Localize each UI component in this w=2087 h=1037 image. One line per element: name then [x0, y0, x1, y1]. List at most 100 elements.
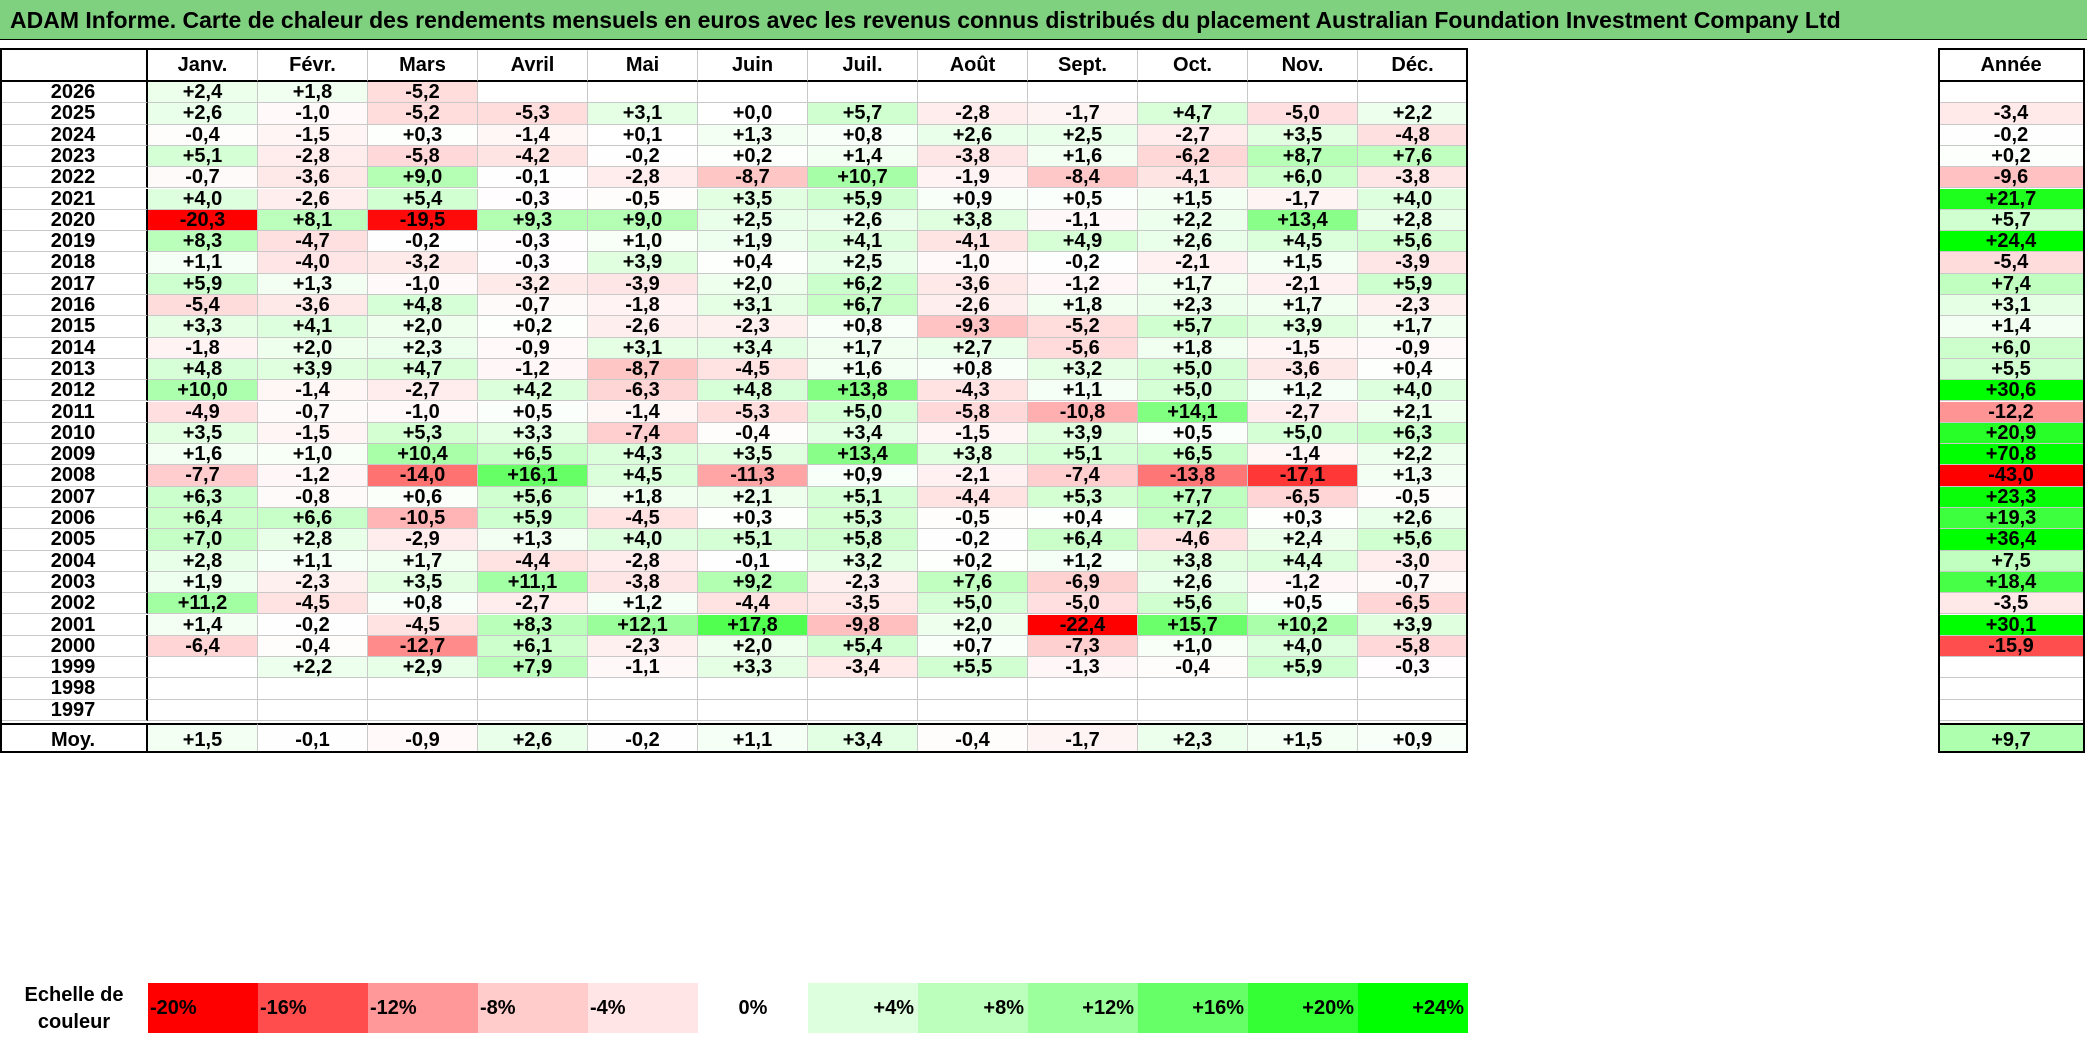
heatmap-cell: -1,3 [1028, 656, 1138, 679]
heatmap-cell: +2,6 [918, 124, 1028, 146]
annual-cell: +30,6 [1938, 379, 2085, 402]
heatmap-cell: +2,0 [698, 273, 808, 295]
annual-cell: +7,4 [1938, 273, 2085, 295]
heatmap-cell: -2,8 [258, 145, 368, 168]
heatmap-cell: -0,1 [698, 550, 808, 572]
heatmap-cell: +4,2 [478, 379, 588, 402]
heatmap-cell [918, 699, 1028, 721]
heatmap-cell: +1,9 [698, 230, 808, 253]
heatmap-cell: +4,0 [1248, 635, 1358, 658]
heatmap-cell: -4,9 [148, 401, 258, 423]
heatmap-cell: -0,2 [918, 528, 1028, 551]
heatmap-cell: +13,4 [808, 443, 918, 466]
heatmap-cell: -6,4 [148, 635, 258, 658]
heatmap-cell [918, 678, 1028, 700]
heatmap-cell: -3,4 [808, 656, 918, 679]
heatmap-cell: -5,3 [698, 401, 808, 423]
heatmap-cell: +4,4 [1248, 550, 1358, 572]
heatmap-cell: -4,7 [258, 230, 368, 253]
heatmap-cell: +11,1 [478, 571, 588, 594]
heatmap-cell: +6,3 [148, 486, 258, 508]
heatmap-cell: +0,8 [918, 358, 1028, 381]
year-label: 2015 [0, 315, 148, 338]
heatmap-cell: -5,8 [368, 145, 478, 168]
heatmap-cell: +0,9 [808, 465, 918, 487]
heatmap-cell [1248, 678, 1358, 700]
annual-cell [1938, 699, 2085, 721]
heatmap-cell: -1,4 [1248, 443, 1358, 466]
heatmap-cell: +4,9 [1028, 230, 1138, 253]
heatmap-cell: +7,7 [1138, 486, 1248, 508]
average-cell: -0,2 [588, 723, 698, 753]
heatmap-cell: -2,7 [1248, 401, 1358, 423]
year-label: 2021 [0, 188, 148, 210]
heatmap-cell: -7,7 [148, 465, 258, 487]
heatmap-cell: +3,5 [698, 188, 808, 210]
heatmap-cell: +5,4 [808, 635, 918, 658]
heatmap-cell: +5,7 [1138, 315, 1248, 338]
heatmap-cell: +6,4 [148, 507, 258, 530]
heatmap-cell: -5,8 [918, 401, 1028, 423]
heatmap-cell: -1,4 [588, 401, 698, 423]
annual-cell: +7,5 [1938, 550, 2085, 572]
annual-cell: -3,4 [1938, 102, 2085, 125]
annual-cell [1938, 678, 2085, 700]
heatmap-cell [698, 678, 808, 700]
heatmap-cell: +1,0 [1138, 635, 1248, 658]
heatmap-cell: +8,3 [478, 614, 588, 636]
heatmap-cell: -1,7 [1028, 102, 1138, 125]
month-header: Août [918, 48, 1028, 82]
year-label: 2010 [0, 422, 148, 445]
heatmap-cell: +3,9 [588, 252, 698, 274]
annual-cell: +3,1 [1938, 294, 2085, 317]
heatmap-cell: -1,0 [918, 252, 1028, 274]
heatmap-cell: +2,7 [918, 337, 1028, 359]
month-header: Mai [588, 48, 698, 82]
heatmap-cell: -3,6 [918, 273, 1028, 295]
heatmap-cell: -0,2 [1028, 252, 1138, 274]
year-label: 2006 [0, 507, 148, 530]
heatmap-cell: -1,8 [588, 294, 698, 317]
heatmap-cell: -0,7 [148, 166, 258, 189]
heatmap-cell: +0,2 [478, 315, 588, 338]
heatmap-cell [588, 678, 698, 700]
year-label: 2017 [0, 273, 148, 295]
heatmap-cell: +11,2 [148, 592, 258, 615]
year-label: 2008 [0, 465, 148, 487]
month-header: Nov. [1248, 48, 1358, 82]
heatmap-cell: +2,0 [698, 635, 808, 658]
heatmap-cell: +1,7 [808, 337, 918, 359]
heatmap-cell: +2,0 [258, 337, 368, 359]
annual-cell [1938, 657, 2085, 679]
heatmap-cell: +1,8 [1028, 294, 1138, 317]
heatmap-cell: +6,1 [478, 635, 588, 658]
heatmap-cell: +0,3 [698, 507, 808, 530]
average-cell: -0,4 [918, 723, 1028, 753]
heatmap-cell: +3,8 [918, 443, 1028, 466]
year-label: 2002 [0, 592, 148, 615]
average-cell: +0,9 [1358, 723, 1468, 753]
heatmap-cell: -6,2 [1138, 145, 1248, 168]
annual-cell: +18,4 [1938, 571, 2085, 594]
heatmap-cell: -0,2 [588, 145, 698, 168]
heatmap-cell: -12,7 [368, 635, 478, 658]
heatmap-cell: -0,4 [1138, 656, 1248, 679]
annual-cell: -15,9 [1938, 635, 2085, 658]
heatmap-cell: -2,3 [588, 635, 698, 658]
heatmap-cell: -1,9 [918, 166, 1028, 189]
heatmap-cell: -4,5 [368, 614, 478, 636]
heatmap-cell: +2,1 [1358, 401, 1468, 423]
heatmap-cell [1248, 699, 1358, 721]
heatmap-cell: -2,8 [918, 102, 1028, 125]
heatmap-cell: +4,0 [1358, 379, 1468, 402]
heatmap-cell: +1,1 [258, 550, 368, 572]
heatmap-cell: -1,5 [258, 422, 368, 445]
heatmap-cell: +3,1 [588, 102, 698, 125]
heatmap-cell: +10,2 [1248, 614, 1358, 636]
heatmap-cell: +1,3 [258, 273, 368, 295]
heatmap-cell: -0,7 [1358, 571, 1468, 594]
year-label: 2014 [0, 337, 148, 359]
heatmap-cell [1028, 82, 1138, 104]
heatmap-cell: +10,7 [808, 166, 918, 189]
heatmap-cell: +1,1 [1028, 379, 1138, 402]
